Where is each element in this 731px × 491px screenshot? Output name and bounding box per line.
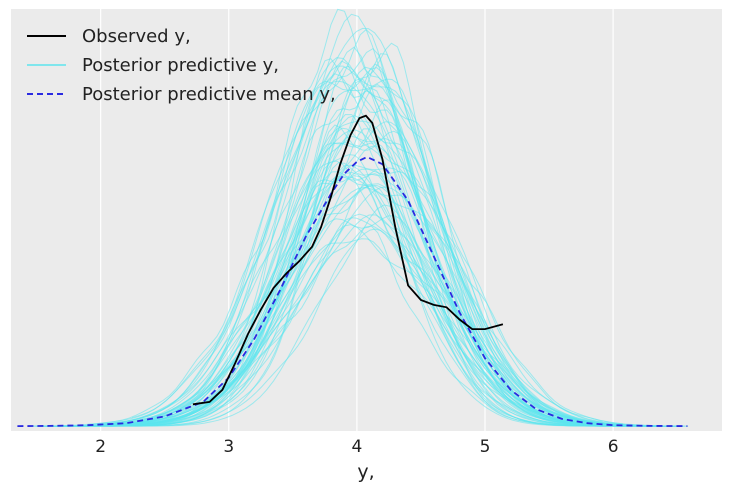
- posterior-predictive-draw: [108, 83, 623, 426]
- posterior-predictive-draw: [87, 27, 626, 425]
- posterior-predictive-draw: [126, 176, 590, 427]
- posterior-predictive-draw: [61, 171, 655, 427]
- legend-label-predictive: Posterior predictive y,: [82, 55, 279, 76]
- x-axis-ticks: 2 3 4 5 6: [95, 437, 618, 457]
- x-axis-label: y,: [357, 461, 374, 483]
- posterior-predictive-draw: [35, 65, 625, 427]
- x-tick-label: 5: [480, 437, 491, 457]
- posterior-predictive-draw: [68, 28, 594, 427]
- legend: Observed y, Posterior predictive y, Poster…: [27, 26, 336, 105]
- x-tick-label: 6: [608, 437, 619, 457]
- x-tick-label: 3: [223, 437, 234, 457]
- x-tick-label: 2: [95, 437, 106, 457]
- observed-line: [192, 114, 504, 406]
- x-tick-label: 4: [351, 437, 362, 457]
- posterior-predictive-draw: [106, 58, 624, 427]
- legend-label-mean: Posterior predictive mean y,: [82, 84, 336, 105]
- posterior-predictive-draw: [55, 224, 659, 427]
- posterior-predictive-mean-line: [17, 155, 688, 427]
- series-lines: [17, 114, 688, 427]
- posterior-predictive-draw: [111, 228, 577, 427]
- legend-label-observed: Observed y,: [82, 26, 191, 47]
- posterior-predictive-draw: [137, 217, 575, 425]
- posterior-predictive-draw: [31, 46, 677, 427]
- grid-lines: [100, 9, 614, 431]
